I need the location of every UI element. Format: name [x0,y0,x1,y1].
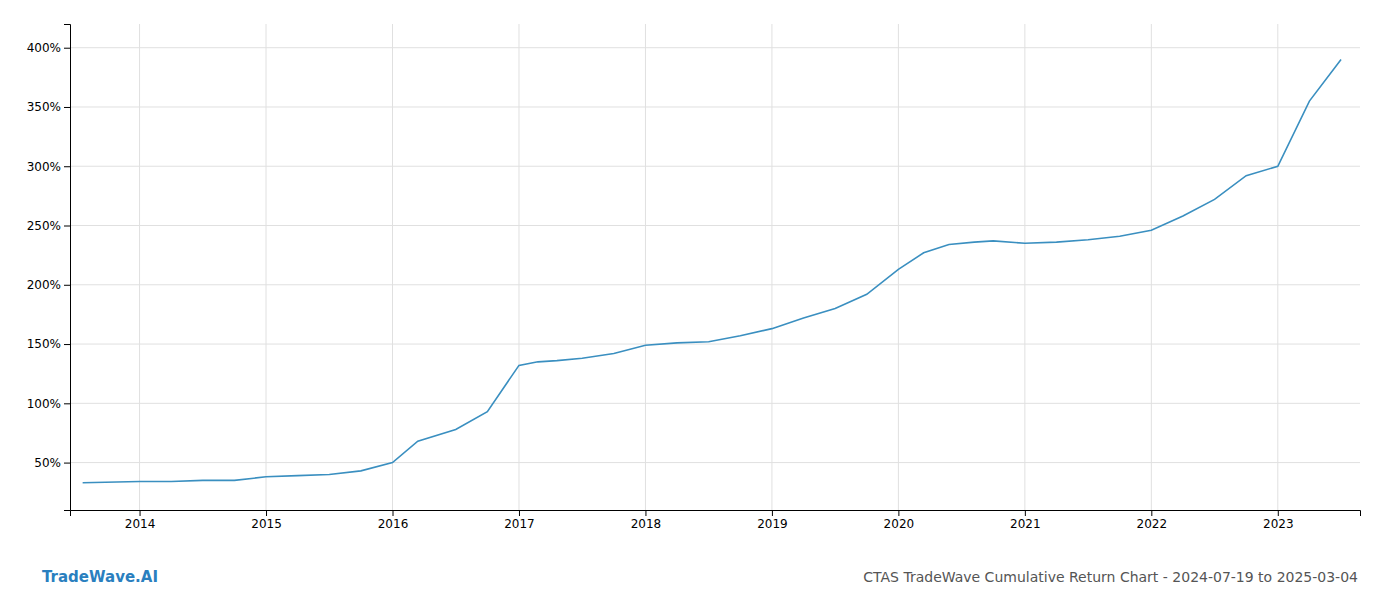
grid-line [392,24,393,510]
grid-line [1277,24,1278,510]
tick-mark [1151,510,1152,516]
tick: 2021 [1010,510,1041,531]
tick: 2022 [1137,510,1168,531]
tick-mark [140,510,141,516]
grid [70,24,1360,510]
tick: 200% [27,278,70,292]
tick: 100% [27,397,70,411]
watermark: TradeWave.AI [42,568,158,586]
y-axis: 50% 100% 150% 200% 250% 300% 350% 400% [27,25,71,511]
tick-label: 250% [27,219,61,233]
tick-mark [266,510,267,516]
tick-mark [898,510,899,516]
tick: 2019 [757,510,788,531]
tick: 250% [27,219,70,233]
tick: 2018 [631,510,662,531]
axis-line [71,511,1361,517]
tick-mark [64,107,70,108]
grid-line [518,24,519,510]
grid-line [70,284,1360,285]
x-axis: 2014 2015 2016 2017 2018 2019 2020 2021 2022 2023 [71,510,1361,531]
tick-mark [1278,510,1279,516]
grid-line [266,24,267,510]
marks [83,60,1341,483]
tick-label: 2020 [884,517,915,531]
tick: 400% [27,41,70,55]
tick-mark [64,403,70,404]
grid-line [70,106,1360,107]
tick-label: 150% [27,337,61,351]
tick-label: 400% [27,41,61,55]
tick-mark [64,166,70,167]
tick-label: 350% [27,100,61,114]
chart: 2014 2015 2016 2017 2018 2019 2020 2021 2022 2023… [0,0,1400,600]
tick: 2020 [884,510,915,531]
tick-mark [645,510,646,516]
tick-label: 2018 [631,517,662,531]
tick-label: 100% [27,397,61,411]
grid-line [139,24,140,510]
tick-label: 2015 [251,517,282,531]
tick-label: 2014 [125,517,156,531]
tick-mark [64,48,70,49]
tick-label: 2019 [757,517,788,531]
line [83,60,1341,483]
tick: 300% [27,160,70,174]
tick: 2014 [125,510,156,531]
tick-label: 2017 [504,517,535,531]
plot-area: 2014 2015 2016 2017 2018 2019 2020 2021 2022 2023… [27,24,1361,531]
tick-mark [393,510,394,516]
tick-label: 2023 [1263,517,1294,531]
tick-label: 200% [27,278,61,292]
tick-label: 300% [27,160,61,174]
tick-mark [64,344,70,345]
tick-mark [1025,510,1026,516]
grid-line [771,24,772,510]
tick-label: 2022 [1137,517,1168,531]
tick-mark [64,226,70,227]
grid-line [1151,24,1152,510]
tick: 150% [27,337,70,351]
tick-mark [772,510,773,516]
tick-mark [64,463,70,464]
tick-label: 2021 [1010,517,1041,531]
grid-line [898,24,899,510]
tick-label: 50% [34,456,61,470]
grid-line [645,24,646,510]
tick-label: 2016 [378,517,409,531]
grid-line [70,462,1360,463]
tick-mark [519,510,520,516]
axis-line [64,25,71,511]
tick: 2015 [251,510,282,531]
grid-line [1024,24,1025,510]
grid-line [70,403,1360,404]
grid-line [70,344,1360,345]
tick: 50% [34,456,70,470]
tick-mark [64,285,70,286]
grid-line [70,225,1360,226]
grid-line [70,166,1360,167]
tick: 2016 [378,510,409,531]
grid-line [70,47,1360,48]
title: CTAS TradeWave Cumulative Return Chart -… [863,569,1358,585]
tick: 350% [27,100,70,114]
tick: 2017 [504,510,535,531]
tick: 2023 [1263,510,1294,531]
